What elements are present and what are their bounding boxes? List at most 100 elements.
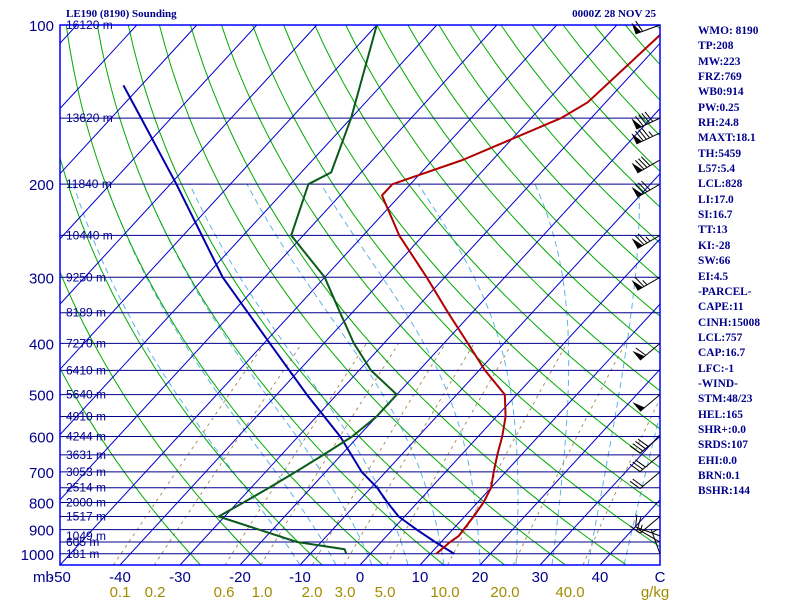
dry-adiabat-line <box>562 24 661 136</box>
pressure-tick-label: 200 <box>29 177 54 194</box>
index-item: CAPE:11 <box>698 301 744 314</box>
barb-flag <box>631 133 642 144</box>
station-title: LE190 (8190) Sounding <box>66 8 177 20</box>
dry-adiabat-line <box>407 24 661 317</box>
dry-adiabat-line <box>221 24 661 548</box>
mixing-ratio-line <box>112 343 265 566</box>
isotherm-line <box>479 368 661 566</box>
isotherm-line <box>59 24 198 175</box>
index-item: L57:5.4 <box>698 163 736 176</box>
temperature-tick-label: C <box>655 569 666 586</box>
barb-full <box>635 514 638 528</box>
index-item: WMO: 8190 <box>698 25 759 37</box>
index-item: -WIND- <box>698 377 738 390</box>
height-label: 2000 m <box>66 496 106 510</box>
barb-flag <box>632 350 645 361</box>
isotherm-line <box>419 303 661 566</box>
index-item: TT:13 <box>698 224 728 237</box>
isotherm-line <box>179 42 661 566</box>
height-label: 13620 m <box>66 111 113 125</box>
dry-adiabat-line <box>283 24 661 468</box>
temperature-tick-label: -20 <box>229 569 251 586</box>
pressure-tick-label: 700 <box>29 465 54 482</box>
barb-staff <box>639 454 661 472</box>
height-label: 16120 m <box>66 18 113 32</box>
index-item: BSHR:144 <box>698 485 750 498</box>
dry-adiabat-line <box>127 24 506 566</box>
mixing-ratio-line <box>311 343 446 566</box>
barb-half <box>648 131 654 137</box>
mixing-ratio-label: 40.0 <box>555 584 584 600</box>
dry-adiabat-line <box>59 157 323 566</box>
moist-adiabat-line <box>534 183 570 566</box>
mixing-ratio-line <box>343 343 475 566</box>
isotherm-line <box>59 24 558 566</box>
index-item: FRZ:769 <box>698 71 742 84</box>
dry-adiabat-line <box>314 24 661 430</box>
height-label: 6410 m <box>66 363 106 377</box>
pressure-tick-label: 900 <box>29 523 54 540</box>
mixing-ratio-label: 20.0 <box>490 584 519 600</box>
index-item: TH:5459 <box>698 147 742 160</box>
moist-adiabat-line <box>320 183 481 565</box>
stability-indices-panel: WMO: 8190 TP:208 MW:223 FRZ:769 WB0:914 PW:0.… <box>698 24 760 500</box>
wind-barb <box>629 454 661 472</box>
isotherm-line <box>59 24 78 44</box>
isotherm-line <box>59 24 438 435</box>
mixing-ratio-label: 3.0 <box>335 584 356 600</box>
wind-barb <box>632 342 661 361</box>
barb-full <box>635 20 644 32</box>
barb-full <box>632 478 644 487</box>
isotherm-line <box>239 108 661 566</box>
index-item: WB0:914 <box>698 86 744 99</box>
pressure-tick-label: 400 <box>29 336 54 353</box>
dry-adiabat-line <box>531 24 661 172</box>
barb-full <box>641 180 651 191</box>
isotherms <box>59 24 661 566</box>
wind-barb <box>631 111 661 130</box>
barb-full <box>629 445 641 454</box>
dry-adiabat-line <box>189 24 627 566</box>
height-label: 2514 m <box>66 481 106 495</box>
barb-full <box>635 130 644 142</box>
pressure-tick-label: 600 <box>29 429 54 446</box>
temperature-tick-label: 0 <box>356 569 364 586</box>
wind-barb <box>631 156 661 174</box>
barb-full <box>638 158 648 168</box>
temperature-line <box>381 34 661 555</box>
barb-flag <box>632 402 645 412</box>
barb-full <box>635 347 647 356</box>
parcel-trace <box>122 84 455 555</box>
height-label: 1517 m <box>66 509 106 523</box>
mixing-ratio-lines <box>112 343 661 566</box>
barb-flag <box>631 118 642 130</box>
mixing-ratio-line <box>447 343 568 566</box>
pressure-tick-label: 800 <box>29 496 54 513</box>
index-item: PW:0.25 <box>698 101 740 114</box>
index-item: CAP:16.7 <box>698 347 746 360</box>
mixing-ratio-line <box>224 343 367 566</box>
dry-adiabat-line <box>59 271 262 566</box>
height-label: 4910 m <box>66 410 106 424</box>
height-label: 3631 m <box>66 448 106 462</box>
dry-adiabat-line <box>593 24 661 101</box>
index-item: BRN:0.1 <box>698 469 741 482</box>
temperature-tick-label: -50 <box>49 569 71 586</box>
temperature-tick-label: 30 <box>532 569 549 586</box>
barb-half <box>642 280 648 286</box>
index-item: LI:17.0 <box>698 193 734 206</box>
wind-barb <box>637 516 661 543</box>
barb-full <box>635 184 645 194</box>
index-item: TP:208 <box>698 40 734 53</box>
barb-full <box>638 182 648 193</box>
wind-barb <box>629 471 661 490</box>
moist-adiabats <box>73 183 661 566</box>
mixing-ratio-label: g/kg <box>641 584 669 600</box>
barb-flag <box>631 162 643 173</box>
index-item: -PARCEL- <box>698 285 752 298</box>
isotherm-line <box>119 24 618 566</box>
barb-full <box>635 441 646 450</box>
index-item: HEL:165 <box>698 408 743 421</box>
isotherm-line <box>299 173 661 566</box>
